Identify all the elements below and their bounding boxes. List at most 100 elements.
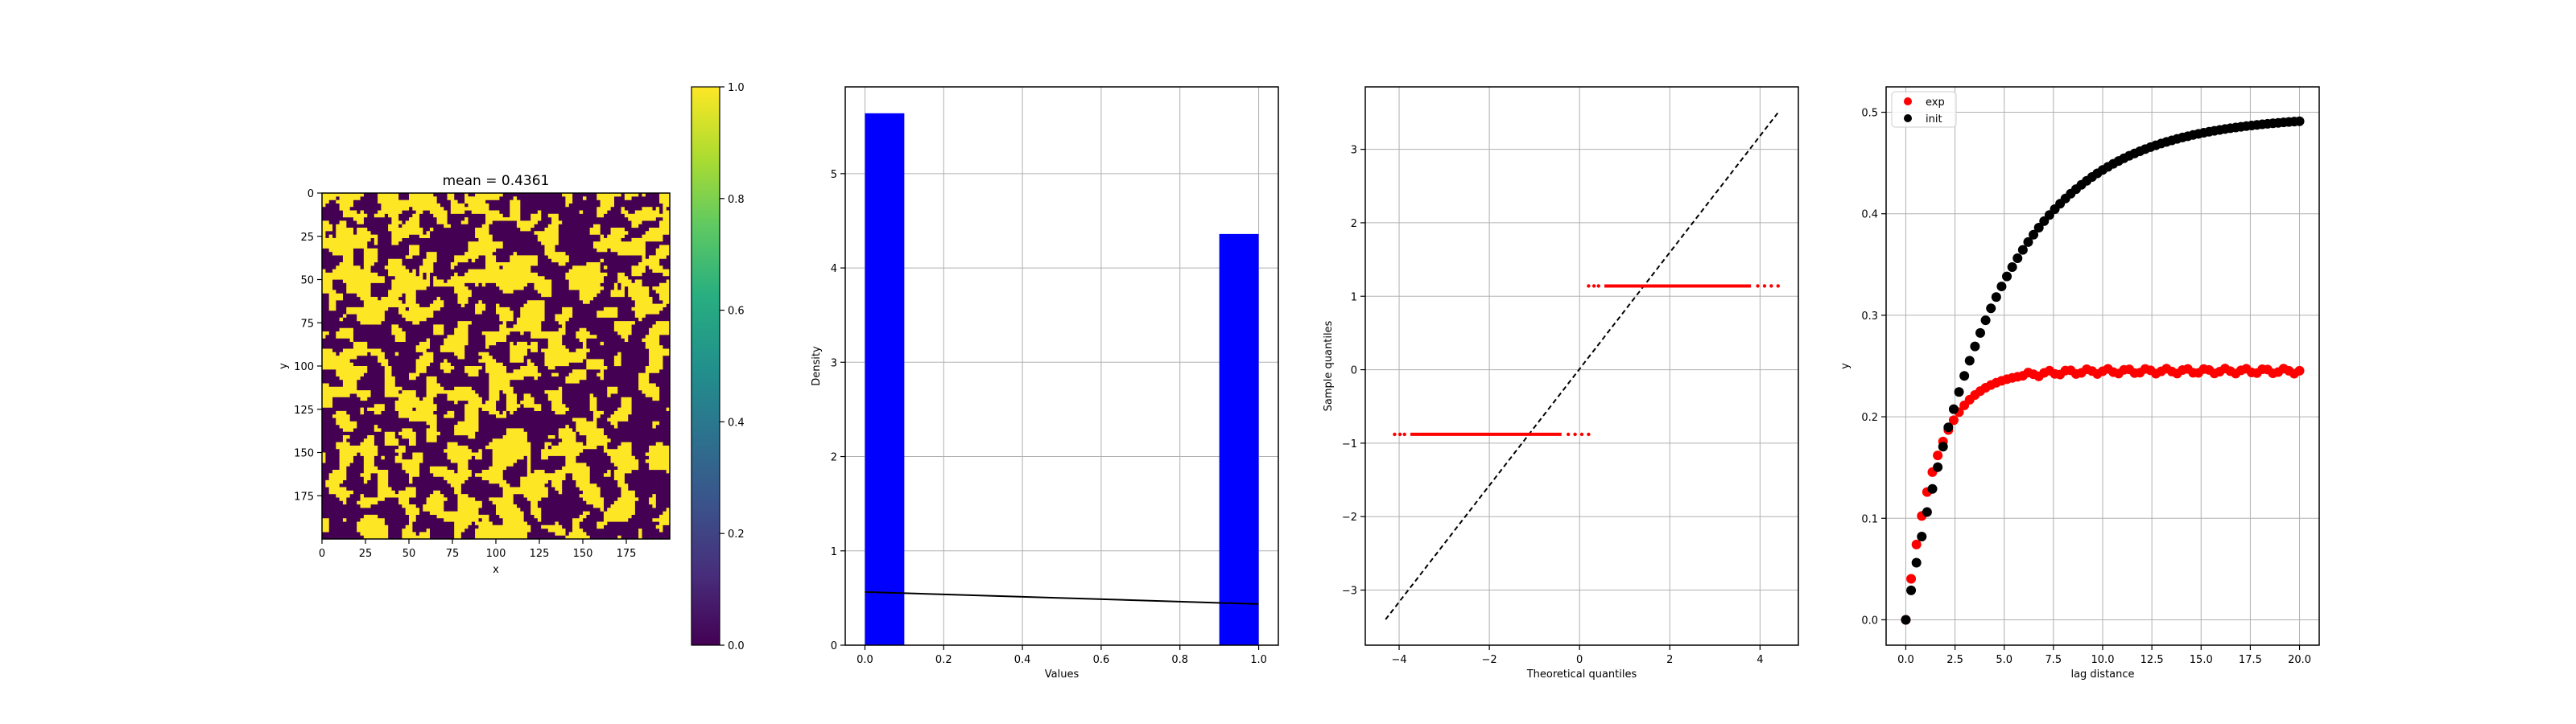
variogram-point-init [1980, 315, 1991, 326]
variogram-y-ticks: 0.0 0.1 0.2 0.3 0.4 0.5 [1861, 108, 1886, 627]
variogram-point-init [2033, 223, 2044, 233]
histogram-y-ticks: 0 1 2 3 4 5 [831, 169, 845, 652]
y-tick-label: 0.3 [1861, 311, 1878, 323]
qq-point [1402, 432, 1406, 437]
x-tick-label: 5.0 [1996, 654, 2013, 666]
qq-points [1393, 284, 1780, 437]
x-tick-label: 12.5 [2140, 654, 2164, 666]
heatmap-y-ticks: 0 25 50 75 100 125 150 175 [294, 188, 322, 503]
y-tick-label: 3 [1351, 145, 1357, 157]
x-tick-label: 2.5 [1946, 654, 1963, 666]
x-tick-label: 0.8 [1171, 654, 1188, 666]
qq-y-ticks: −3 −2 −1 0 1 2 3 [1342, 145, 1365, 598]
x-tick-label: 17.5 [2239, 654, 2262, 666]
y-tick-label: 3 [831, 357, 837, 369]
qq-grid [1365, 87, 1798, 645]
variogram-point-init [1996, 282, 2007, 292]
legend-label-init: init [1926, 113, 1942, 125]
heatmap-x-label: x [493, 564, 499, 576]
histogram-bar [1219, 233, 1259, 645]
x-tick-label: 125 [530, 548, 550, 560]
y-tick-label: 5 [831, 169, 837, 181]
variogram-point-init [1927, 483, 1938, 494]
variogram-point-init [1954, 387, 1964, 397]
variogram-point-exp [1948, 415, 1959, 426]
variogram-point-init [1975, 327, 1985, 338]
x-tick-label: 0 [319, 548, 325, 560]
y-tick-label: 175 [294, 491, 314, 503]
y-tick-label: −3 [1342, 586, 1357, 598]
qq-point [1393, 432, 1397, 437]
y-tick-label: 2 [831, 452, 837, 464]
variogram-point-exp [1906, 574, 1917, 584]
variogram-point-init [1901, 615, 1911, 625]
y-tick-label: 0.5 [1861, 108, 1878, 120]
variogram-y-label: y [1839, 363, 1852, 369]
y-tick-label: 50 [300, 275, 314, 287]
variogram-point-exp [2294, 365, 2305, 376]
variogram-point-init [1917, 532, 1927, 542]
x-tick-label: −4 [1391, 654, 1406, 666]
variogram-point-init [2007, 261, 2017, 272]
y-tick-label: 1 [831, 546, 837, 558]
variogram-point-init [1911, 557, 1922, 568]
variogram-point-init [1922, 507, 1932, 517]
x-tick-label: 15.0 [2190, 654, 2213, 666]
legend-marker-init [1904, 114, 1912, 122]
x-tick-label: 0.4 [1014, 654, 1031, 666]
variogram-point-init [1938, 442, 1948, 452]
y-tick-label: 100 [294, 361, 314, 373]
qq-x-label: Theoretical quantiles [1526, 668, 1637, 681]
x-tick-label: 0.2 [935, 654, 952, 666]
qq-point [1596, 284, 1600, 288]
colorbar-tick-label: 0.2 [728, 529, 745, 541]
variogram-point-init [1948, 404, 1959, 414]
variogram-point-init [1933, 462, 1943, 472]
heatmap-y-label: y [278, 363, 290, 369]
qq-point [1591, 284, 1596, 288]
histogram-panel: 0.0 0.2 0.4 0.6 0.8 1.0 0 1 2 3 4 5 Values Density [811, 86, 1279, 681]
qq-frame [1364, 86, 1799, 646]
variogram-point-init [2029, 229, 2039, 240]
colorbar-tick-label: 1.0 [728, 82, 745, 94]
y-tick-label: −2 [1342, 512, 1357, 524]
y-tick-label: 75 [300, 318, 314, 330]
y-tick-label: 0.0 [1861, 615, 1878, 627]
colorbar-ticks: 0.0 0.2 0.4 0.6 0.8 1.0 [720, 82, 745, 652]
x-tick-label: 0.6 [1093, 654, 1110, 666]
x-tick-label: 150 [573, 548, 593, 560]
x-tick-label: 20.0 [2288, 654, 2311, 666]
y-tick-label: 125 [294, 405, 314, 417]
qq-point [1762, 284, 1767, 288]
y-tick-label: 25 [300, 232, 314, 244]
variogram-point-init [1991, 292, 2001, 302]
variogram-point-init [2017, 245, 2028, 255]
y-tick-label: 0 [1351, 365, 1357, 377]
heatmap-cells [322, 193, 671, 540]
density-line [865, 590, 1259, 605]
variogram-point-exp [1911, 539, 1922, 549]
variogram-x-ticks: 0.0 2.5 5.0 7.5 10.0 12.5 15.0 17.5 20.0 [1897, 645, 2311, 666]
colorbar-gradient [691, 86, 720, 646]
variogram-point-init [1970, 341, 1980, 352]
qq-panel: −4 −2 0 2 4 −3 −2 −1 0 1 2 3 Theoretical quantiles… [1323, 86, 1799, 681]
variogram-x-label: lag distance [2070, 668, 2134, 681]
variogram-point-init [1986, 303, 1996, 314]
x-tick-label: 4 [1757, 654, 1763, 666]
colorbar-tick-label: 0.6 [728, 306, 745, 318]
qq-point [1769, 284, 1773, 288]
histogram-y-label: Density [811, 346, 823, 386]
colorbar-tick-label: 0.4 [728, 417, 745, 429]
y-tick-label: 2 [1351, 218, 1357, 230]
x-tick-label: 1.0 [1250, 654, 1267, 666]
y-tick-label: 0 [308, 188, 314, 200]
x-tick-label: −2 [1482, 654, 1497, 666]
histogram-bars [865, 113, 1259, 645]
x-tick-label: 25 [359, 548, 373, 560]
x-tick-label: 0 [1576, 654, 1583, 666]
colorbar: 0.0 0.2 0.4 0.6 0.8 1.0 [691, 82, 745, 652]
x-tick-label: 2 [1666, 654, 1673, 666]
y-tick-label: −1 [1342, 438, 1357, 450]
x-tick-label: 50 [402, 548, 416, 560]
